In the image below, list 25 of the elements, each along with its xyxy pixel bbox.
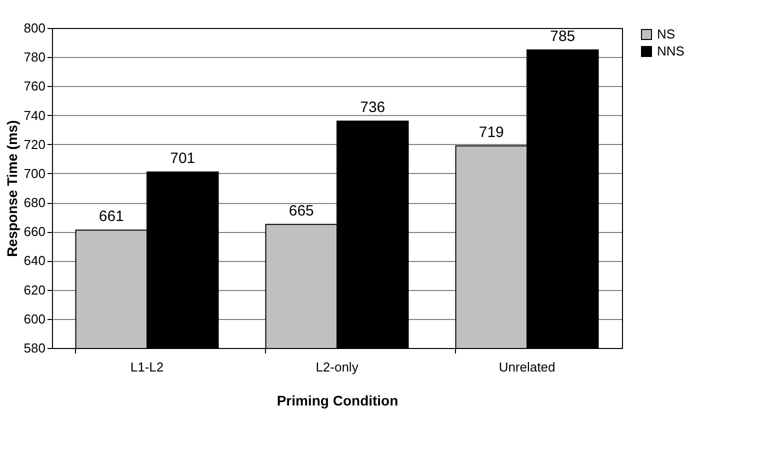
data-label: 701 [170, 150, 196, 167]
y-tick-label: 640 [24, 253, 46, 268]
y-tick-label: 620 [24, 282, 46, 298]
y-tick-label: 660 [24, 224, 46, 240]
legend-label: NS [657, 26, 676, 42]
y-tick-label: 680 [24, 195, 46, 210]
y-axis-title: Response Time (ms) [4, 120, 20, 257]
data-label: 736 [360, 99, 386, 116]
data-label: 665 [288, 202, 314, 220]
x-axis-title: Priming Condition [276, 392, 398, 408]
y-tick-label: 580 [24, 340, 46, 356]
y-tick-label: 760 [24, 78, 46, 94]
y-tick-label: 740 [24, 108, 46, 123]
y-tick-label: 720 [24, 136, 46, 152]
data-label: 661 [98, 208, 124, 226]
y-tick-label: 700 [24, 166, 46, 181]
y-tick-label: 800 [24, 20, 46, 36]
x-tick-label: Unrelated [498, 360, 556, 374]
data-label: 785 [550, 28, 576, 45]
data-label: 719 [478, 124, 504, 141]
legend-label: NNS [657, 44, 685, 58]
x-tick-label: L1-L2 [130, 360, 164, 374]
x-tick-label: L2-only [316, 360, 359, 374]
y-tick-label: 600 [24, 311, 46, 326]
y-tick-label: 780 [24, 50, 46, 65]
